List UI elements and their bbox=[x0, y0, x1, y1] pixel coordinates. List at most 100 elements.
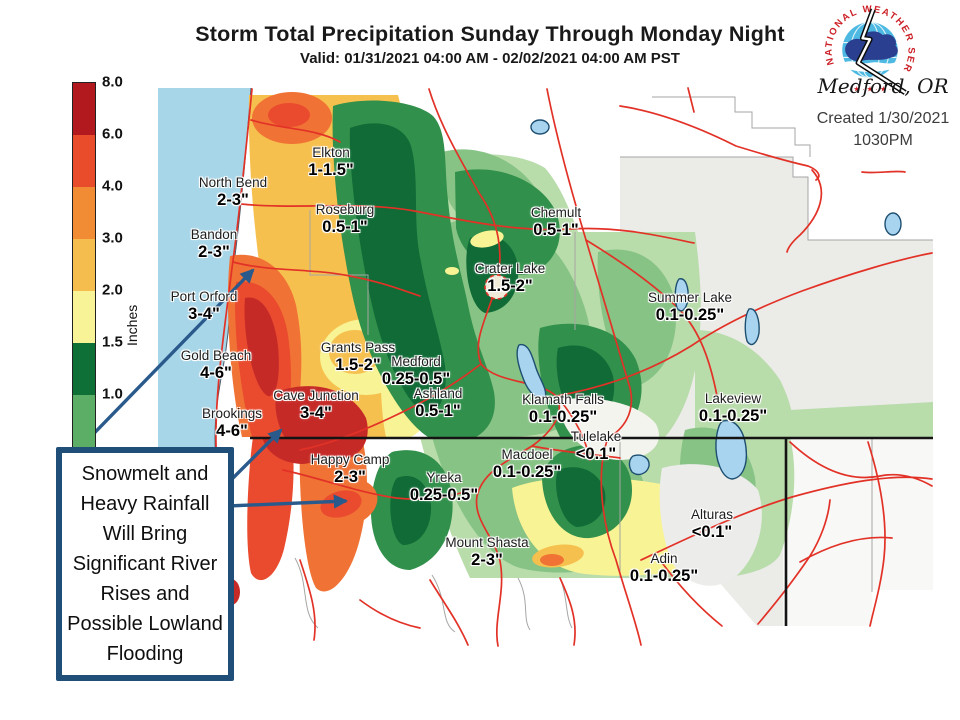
city-name: Tulelake bbox=[570, 429, 622, 444]
city-precip-amount: 2-3" bbox=[334, 467, 366, 486]
city-precip-amount: 0.5-1" bbox=[533, 220, 579, 239]
created-line2: 1030PM bbox=[853, 132, 913, 150]
city-label: Klamath Falls 0.1-0.25" bbox=[522, 392, 604, 426]
state-borders bbox=[250, 436, 933, 626]
lakes bbox=[516, 119, 902, 480]
city-name: Chemult bbox=[530, 205, 582, 220]
city-precip-amount: 0.5-1" bbox=[415, 401, 461, 420]
legend-tick-label: 6.0 bbox=[102, 125, 123, 143]
city-name: Brookings bbox=[201, 406, 263, 421]
nws-logo-stars: · ★ · ★ · ★ · bbox=[849, 85, 891, 94]
callout-line: Snowmelt and bbox=[81, 463, 209, 485]
legend-tick-label: 2.0 bbox=[102, 281, 123, 299]
city-name: Port Orford bbox=[170, 289, 238, 304]
city-name: Medford bbox=[391, 354, 441, 369]
city-name: Bandon bbox=[190, 227, 238, 242]
county-borders bbox=[294, 96, 933, 633]
legend-segment bbox=[73, 239, 95, 291]
created-line1: Created 1/30/2021 bbox=[816, 110, 950, 127]
city-label: Mount Shasta 2-3" bbox=[445, 535, 529, 569]
legend-tick-label: 1.0 bbox=[102, 385, 123, 403]
callout-line: Rises and bbox=[100, 583, 190, 605]
city-name: Elkton bbox=[312, 145, 350, 160]
valid-period: Valid: 01/31/2021 04:00 AM - 02/02/2021 … bbox=[300, 50, 680, 67]
city-label: Alturas <0.1" bbox=[690, 507, 734, 541]
callout-arrows bbox=[68, 268, 349, 509]
city-name: Summer Lake bbox=[647, 290, 733, 305]
legend-tick-label: 4.0 bbox=[102, 177, 123, 195]
city-precip-amount: 2-3" bbox=[471, 550, 503, 569]
city-name: Adin bbox=[650, 551, 678, 566]
city-label: Port Orford 3-4" bbox=[170, 289, 238, 323]
city-precip-amount: 1.5-2" bbox=[487, 276, 533, 295]
legend-segment bbox=[73, 343, 95, 395]
legend-segment bbox=[73, 291, 95, 343]
city-name: Klamath Falls bbox=[522, 392, 604, 407]
legend-segment bbox=[73, 83, 95, 135]
city-name: Roseburg bbox=[315, 202, 375, 217]
city-name: Macdoel bbox=[501, 447, 553, 462]
city-precip-amount: 0.25-0.5" bbox=[409, 485, 479, 504]
callout-line: Will Bring bbox=[102, 523, 188, 545]
nws-logo: NATIONAL WEATHER SERVICE · ★ · ★ · ★ · bbox=[818, 0, 918, 98]
page-title: Storm Total Precipitation Sunday Through… bbox=[195, 22, 785, 46]
precip-shading bbox=[222, 92, 933, 605]
city-precip-amount: 3-4" bbox=[300, 403, 332, 422]
city-name: Alturas bbox=[690, 507, 734, 522]
city-label: Lakeview 0.1-0.25" bbox=[699, 391, 767, 425]
city-label: Crater Lake 1.5-2" bbox=[474, 261, 546, 295]
city-name: Mount Shasta bbox=[445, 535, 529, 550]
city-label: North Bend 2-3" bbox=[198, 175, 268, 209]
city-name: Happy Camp bbox=[310, 452, 390, 467]
city-precip-amount: 1.5-2" bbox=[335, 355, 381, 374]
crater-lake-ring bbox=[484, 274, 510, 300]
city-label: Medford 0.25-0.5" bbox=[381, 354, 451, 388]
city-name: Lakeview bbox=[704, 391, 762, 406]
office-name: Medford, OR bbox=[817, 74, 949, 98]
city-precip-amount: 0.1-0.25" bbox=[629, 566, 699, 585]
city-precip-amount: 0.5-1" bbox=[322, 217, 368, 236]
city-precip-amount: 4-6" bbox=[200, 363, 232, 382]
header: Storm Total Precipitation Sunday Through… bbox=[60, 22, 920, 67]
city-precip-amount: 2-3" bbox=[217, 190, 249, 209]
city-label: Elkton 1-1.5" bbox=[308, 145, 354, 179]
callout-line: Flooding bbox=[106, 643, 184, 665]
city-name: Ashland bbox=[413, 386, 463, 401]
city-name: Cave Junction bbox=[273, 388, 359, 403]
city-label: Brookings 4-6" bbox=[201, 406, 263, 440]
city-precip-amount: 3-4" bbox=[188, 304, 220, 323]
legend-unit: Inches bbox=[124, 304, 140, 346]
city-label: Yreka 0.25-0.5" bbox=[409, 470, 479, 504]
callout-line: Significant River bbox=[72, 553, 218, 575]
callout-line: Possible Lowland bbox=[67, 613, 223, 635]
city-precip-amount: 0.1-0.25" bbox=[492, 462, 562, 481]
city-label: Tulelake <0.1" bbox=[570, 429, 622, 463]
city-name: Gold Beach bbox=[180, 348, 252, 363]
created-timestamp: Created 1/30/2021 1030PM bbox=[806, 108, 960, 153]
city-precip-amount: 0.1-0.25" bbox=[528, 407, 598, 426]
city-label: Cave Junction 3-4" bbox=[273, 388, 359, 422]
city-label: Gold Beach 4-6" bbox=[180, 348, 252, 382]
city-precip-amount: 0.1-0.25" bbox=[655, 305, 725, 324]
city-name: North Bend bbox=[198, 175, 268, 190]
legend-segment bbox=[73, 395, 95, 447]
city-label: Chemult 0.5-1" bbox=[530, 205, 582, 239]
city-label: Happy Camp 2-3" bbox=[310, 452, 390, 486]
city-precip-amount: <0.1" bbox=[691, 522, 733, 541]
nws-logo-icon: NATIONAL WEATHER SERVICE · ★ · ★ · ★ · bbox=[818, 0, 917, 97]
city-precip-amount: 1-1.5" bbox=[308, 160, 354, 179]
city-name: Crater Lake bbox=[474, 261, 546, 276]
city-label: Roseburg 0.5-1" bbox=[315, 202, 375, 236]
city-precip-amount: <0.1" bbox=[575, 444, 617, 463]
city-label: Summer Lake 0.1-0.25" bbox=[647, 290, 733, 324]
legend-segment bbox=[73, 187, 95, 239]
city-label: Grants Pass 1.5-2" bbox=[321, 340, 395, 374]
legend-segment bbox=[73, 135, 95, 187]
city-precip-amount: 0.25-0.5" bbox=[381, 369, 451, 388]
city-precip-amount: 2-3" bbox=[198, 242, 230, 261]
city-label: Ashland 0.5-1" bbox=[413, 386, 463, 420]
legend-tick-label: 3.0 bbox=[102, 229, 123, 247]
city-label: Bandon 2-3" bbox=[190, 227, 238, 261]
